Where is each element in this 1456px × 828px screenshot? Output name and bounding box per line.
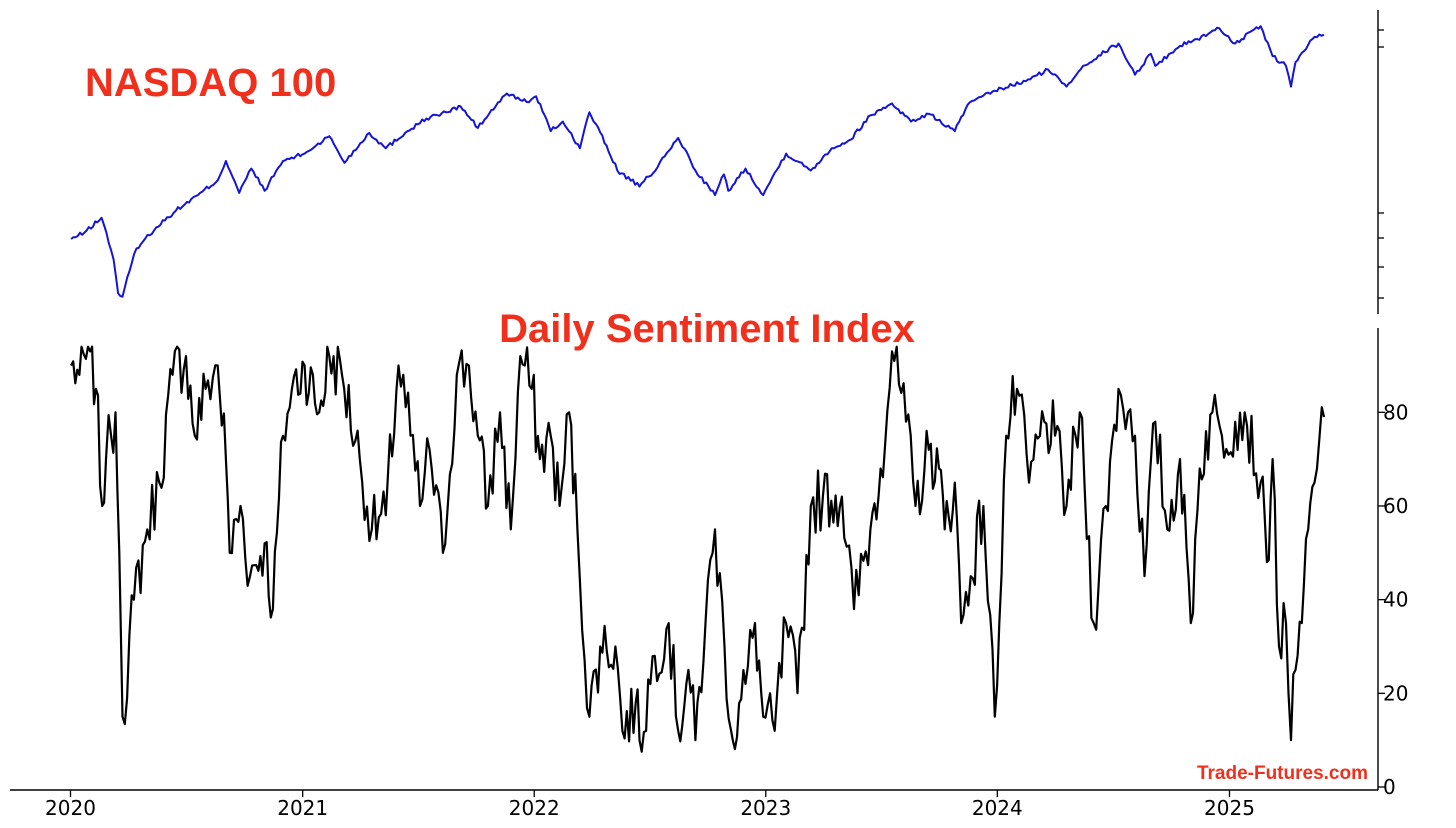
nasdaq-series-line (70, 25, 1325, 298)
nasdaq-title: NASDAQ 100 (85, 61, 336, 105)
x-tick-label: 2021 (277, 796, 328, 820)
y-tick-label: 40 (1383, 588, 1408, 612)
sentiment-series-line (70, 345, 1326, 753)
sentiment-title: Daily Sentiment Index (499, 307, 915, 351)
sentiment-panel: 0 20 40 60 80 2020 2021 2022 2023 2024 2025 Daily… (10, 307, 1408, 820)
sentiment-plot-area (70, 345, 1326, 753)
nasdaq-plot-area (70, 25, 1325, 298)
sentiment-y-axis-ticks: 0 20 40 60 80 (1378, 400, 1408, 799)
nasdaq-axis-ticks (1378, 29, 1384, 299)
x-tick-label: 2024 (972, 796, 1023, 820)
x-tick-label: 2023 (740, 796, 791, 820)
x-axis-ticks: 2020 2021 2022 2023 2024 2025 (45, 790, 1255, 820)
watermark: Trade-Futures.com (1197, 763, 1368, 784)
y-tick-label: 20 (1383, 681, 1408, 705)
nasdaq-100-panel: NASDAQ 100 (70, 10, 1384, 314)
x-tick-label: 2022 (509, 796, 560, 820)
x-tick-label: 2025 (1204, 796, 1255, 820)
y-tick-label: 60 (1383, 494, 1408, 518)
y-tick-label: 80 (1383, 400, 1408, 424)
x-tick-label: 2020 (45, 796, 96, 820)
y-tick-label: 0 (1383, 775, 1396, 799)
